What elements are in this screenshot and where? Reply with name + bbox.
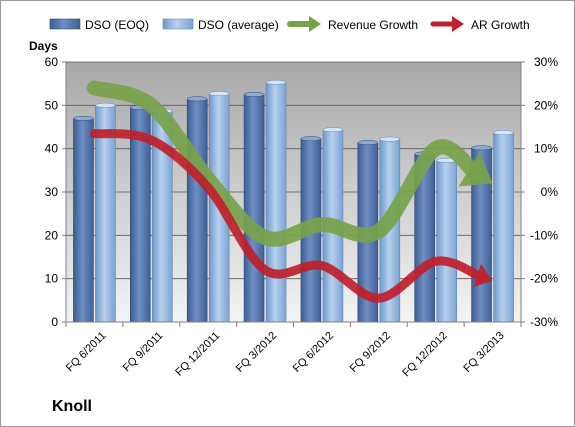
bar-dso-eoq <box>243 94 265 323</box>
x-tick-label: FQ 12/2012 <box>400 330 450 380</box>
y-tick-label: 20 <box>45 228 59 242</box>
x-tick-label: FQ 3/2013 <box>461 330 506 375</box>
y-tick-label: 30 <box>45 185 59 199</box>
y-tick-label: 60 <box>45 55 59 69</box>
y2-tick-label: 0% <box>541 185 559 199</box>
x-tick-label: FQ 9/2011 <box>121 330 166 375</box>
bar-dso-average <box>493 132 514 323</box>
bar-cap <box>208 91 230 97</box>
company-name: Knoll <box>52 398 92 415</box>
bar-cap <box>379 136 401 142</box>
bar-dso-eoq <box>186 98 208 323</box>
series-line-revenue-growth <box>86 80 483 247</box>
bar-dso-average <box>265 82 287 323</box>
x-tick-label: FQ 12/2011 <box>173 330 222 379</box>
bar-cap <box>493 130 514 136</box>
bar-cap <box>357 140 379 146</box>
bar-cap <box>73 115 94 121</box>
bar-cap <box>322 127 344 133</box>
x-tick-label: FQ 6/2012 <box>291 330 336 375</box>
bar-cap <box>186 96 208 102</box>
y2-tick-label: 30% <box>534 55 558 69</box>
legend-label-dso-eoq: DSO (EOQ) <box>85 18 149 32</box>
legend-label-ar-growth: AR Growth <box>471 18 530 32</box>
x-tick-label: FQ 6/2011 <box>64 330 109 375</box>
y2-tick-label: 20% <box>534 98 558 112</box>
legend-label-dso-average: DSO (average) <box>198 18 279 32</box>
bar-cap <box>265 79 287 85</box>
x-tick-label: FQ 3/2012 <box>234 330 279 375</box>
legend-label-revenue-growth: Revenue Growth <box>328 18 418 32</box>
y-axis-label: Days <box>29 39 58 53</box>
y2-tick-label: -30% <box>530 315 558 329</box>
legend-arrowhead-revenue-growth <box>309 16 321 32</box>
y-tick-label: 10 <box>45 272 59 286</box>
bar-cap <box>243 92 265 97</box>
y2-tick-label: -20% <box>530 272 558 286</box>
bar-cap <box>471 145 492 151</box>
bar-dso-average <box>436 160 457 323</box>
series-arrowhead-ar-growth <box>473 264 493 288</box>
series-line-ar-growth <box>89 129 486 303</box>
series-arrowhead-revenue-growth <box>458 151 493 187</box>
legend-arrowhead-ar-growth <box>452 16 464 32</box>
y-tick-label: 40 <box>45 142 59 156</box>
bar-cap <box>300 136 322 142</box>
y2-tick-label: -10% <box>530 228 558 242</box>
y-tick-label: 0 <box>51 315 58 329</box>
y2-tick-label: 10% <box>534 142 558 156</box>
legend-swatch-dso-average <box>162 18 194 30</box>
bar-cap <box>95 102 116 108</box>
x-tick-label: FQ 9/2012 <box>348 330 393 375</box>
bar-dso-eoq <box>73 118 94 323</box>
y-tick-label: 50 <box>45 98 59 112</box>
legend-swatch-dso-eoq <box>49 18 81 30</box>
